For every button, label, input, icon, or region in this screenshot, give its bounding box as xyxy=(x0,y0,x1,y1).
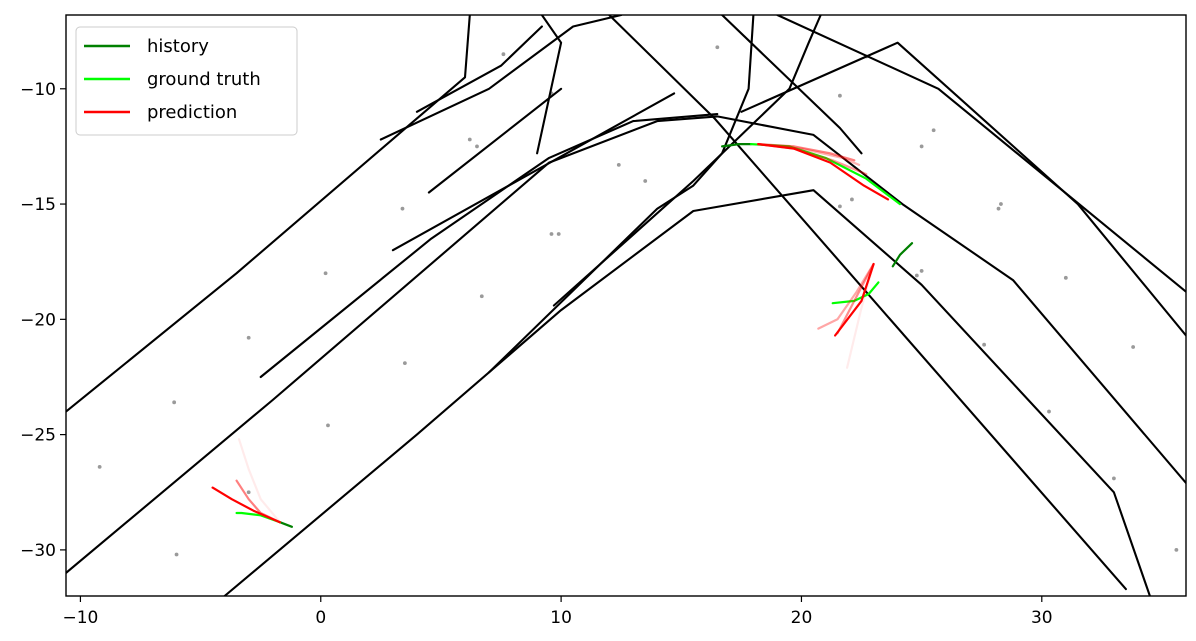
map-point xyxy=(982,342,987,347)
map-point xyxy=(400,206,405,211)
series-prediction xyxy=(211,486,281,524)
map-point xyxy=(996,206,1001,211)
map-point xyxy=(838,204,842,209)
y-tick-label: −25 xyxy=(20,426,56,446)
road-line xyxy=(427,87,563,194)
map-point xyxy=(402,361,407,366)
series-prediction xyxy=(237,438,281,524)
map-point xyxy=(467,137,472,142)
map-point xyxy=(931,128,936,133)
y-tick-label: −30 xyxy=(20,541,56,561)
map-point xyxy=(838,93,842,98)
map-point xyxy=(475,144,479,149)
map-point xyxy=(919,269,924,273)
map-point xyxy=(919,144,924,149)
map-point xyxy=(501,52,506,57)
map-point xyxy=(914,273,919,278)
map-point xyxy=(643,179,648,183)
road-line xyxy=(66,15,471,413)
legend-label-history: history xyxy=(147,36,209,57)
road-line xyxy=(721,15,863,155)
road-line xyxy=(223,189,1151,596)
map-point xyxy=(174,552,179,557)
legend-label-ground-truth: ground truth xyxy=(147,69,261,90)
road-line xyxy=(536,15,563,155)
map-point xyxy=(172,400,177,405)
series-history xyxy=(720,143,753,148)
road-line xyxy=(391,92,676,252)
series-prediction xyxy=(757,143,890,201)
series-history xyxy=(278,521,293,528)
road-line xyxy=(608,15,1127,591)
y-tick-label: −20 xyxy=(20,310,56,330)
x-tick-label: 30 xyxy=(1031,608,1053,628)
map-point xyxy=(323,271,328,276)
x-tick-label: 20 xyxy=(791,608,813,628)
map-point xyxy=(1111,476,1116,481)
series-prediction xyxy=(833,262,875,337)
road-line xyxy=(415,25,543,113)
map-point xyxy=(616,162,621,167)
road-line xyxy=(552,15,822,307)
x-axis-ticks: −10 0 10 20 30 xyxy=(62,596,1053,628)
road-line xyxy=(66,115,1186,574)
map-point xyxy=(850,197,854,202)
map-point xyxy=(715,45,720,50)
y-axis-ticks: −10 −15 −20 −25 −30 xyxy=(20,80,66,561)
map-point xyxy=(246,490,251,495)
x-tick-label: 0 xyxy=(315,608,326,628)
y-tick-label: −10 xyxy=(20,80,56,100)
series-prediction xyxy=(836,262,875,335)
series-prediction xyxy=(817,262,875,330)
map-point xyxy=(326,423,330,428)
map-point xyxy=(479,294,484,299)
map-point xyxy=(556,232,561,236)
legend: history ground truth prediction xyxy=(75,26,298,136)
road-line xyxy=(487,15,755,374)
map-point xyxy=(246,335,251,340)
map-point xyxy=(1047,409,1051,414)
legend-label-prediction: prediction xyxy=(147,102,237,123)
y-tick-label: −15 xyxy=(20,195,56,215)
series-prediction xyxy=(757,143,856,162)
map-point xyxy=(1174,547,1179,552)
legend-box xyxy=(75,26,298,136)
plot-frame xyxy=(65,14,1187,597)
road-line xyxy=(776,15,1186,293)
road-line xyxy=(379,15,623,141)
road-lines xyxy=(66,15,1186,596)
map-point xyxy=(97,464,102,469)
x-tick-label: 10 xyxy=(550,608,572,628)
x-tick-label: −10 xyxy=(62,608,98,628)
trajectory-series xyxy=(211,143,914,528)
map-point xyxy=(999,202,1003,206)
map-point xyxy=(1063,275,1068,280)
road-line xyxy=(259,113,719,379)
series-history xyxy=(891,242,914,268)
road-line xyxy=(740,41,1186,337)
map-point xyxy=(1131,345,1136,349)
map-point xyxy=(549,232,554,236)
